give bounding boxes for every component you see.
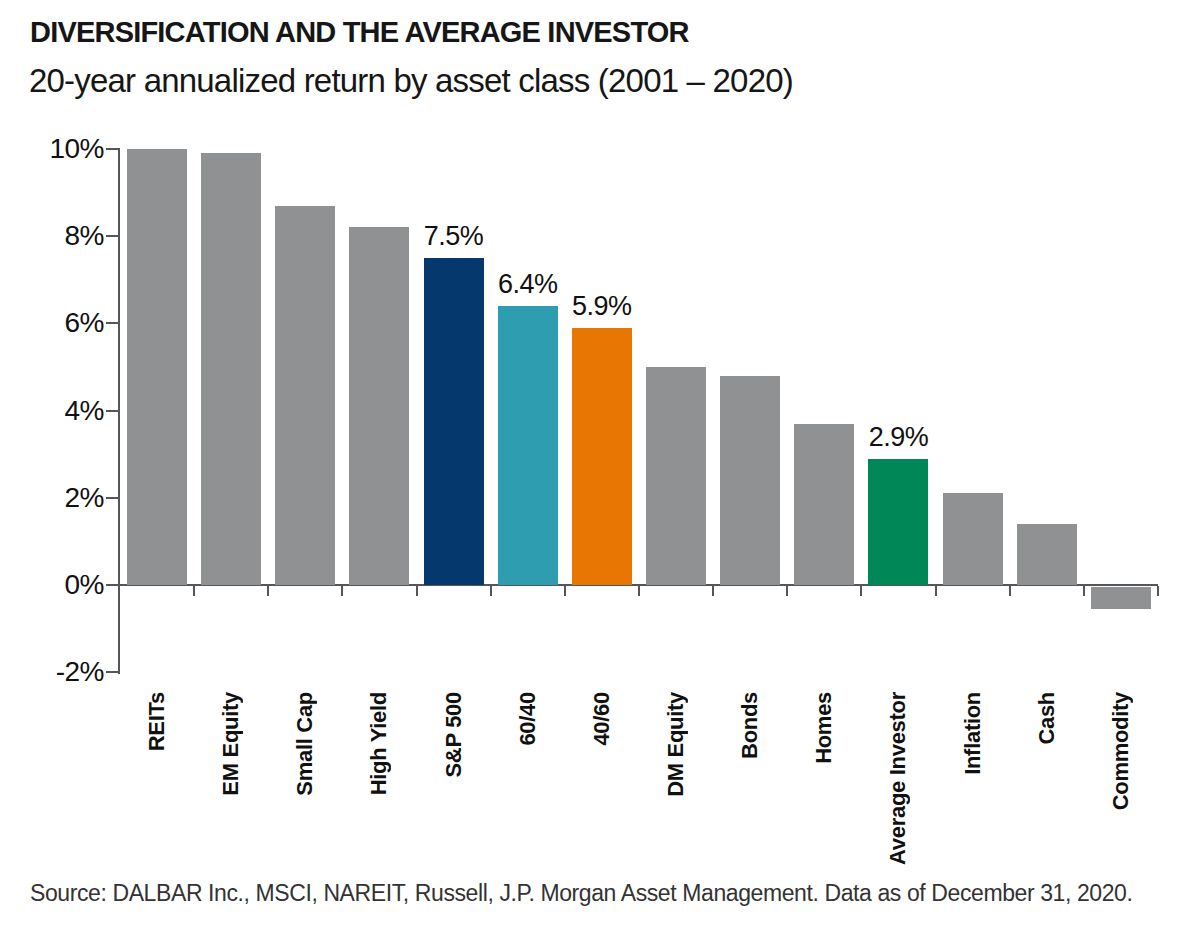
x-tick-10 [860,586,862,596]
bar-cash [1017,524,1077,585]
bar-60-40 [498,306,558,585]
x-label-cell-60-40: 60/40 [491,692,565,882]
x-label-cell-inflation: Inflation [936,692,1010,882]
bar-small-cap [275,206,335,585]
value-label-s-p-500: 7.5% [394,220,514,252]
x-label-cell-commodity: Commodity [1084,692,1158,882]
x-label-em-equity: EM Equity [218,692,244,796]
x-label-cell-high-yield: High Yield [342,692,416,882]
y-tick-10 [106,148,120,150]
x-label-homes: Homes [811,692,837,764]
bar-reits [127,149,187,585]
bar-average-investor [868,459,928,585]
x-label-dm-equity: DM Equity [663,692,689,797]
x-label-commodity: Commodity [1108,692,1134,810]
x-label-cell-40-60: 40/60 [565,692,639,882]
y-tick-0 [106,584,120,586]
x-tick-1 [193,586,195,596]
x-tick-14 [1157,586,1159,596]
x-label-reits: REITs [144,692,170,751]
page: DIVERSIFICATION AND THE AVERAGE INVESTOR… [0,0,1200,933]
x-tick-12 [1009,586,1011,596]
x-label-40-60: 40/60 [589,692,615,746]
y-tick-label-4: 4% [14,394,104,428]
y-tick-2 [106,497,120,499]
y-tick-6 [106,322,120,324]
x-label-high-yield: High Yield [366,692,392,795]
y-tick-label-8: 8% [14,219,104,253]
y-tick-label-2: -2% [14,655,104,689]
y-tick-label-10: 10% [14,132,104,166]
x-label-cell-em-equity: EM Equity [194,692,268,882]
source-line: Source: DALBAR Inc., MSCI, NAREIT, Russe… [30,880,1133,907]
x-label-cell-dm-equity: DM Equity [639,692,713,882]
x-label-cell-s-p-500: S&P 500 [417,692,491,882]
x-label-s-p-500: S&P 500 [441,692,467,778]
x-label-bonds: Bonds [737,692,763,759]
x-tick-7 [638,586,640,596]
x-label-60-40: 60/40 [515,692,541,746]
x-tick-11 [935,586,937,596]
bar-inflation [943,493,1003,585]
x-label-small-cap: Small Cap [292,692,318,796]
bar-em-equity [201,153,261,585]
x-tick-3 [341,586,343,596]
y-tick-8 [106,235,120,237]
value-label-40-60: 5.9% [542,290,662,322]
x-tick-9 [786,586,788,596]
value-label-average-investor: 2.9% [838,421,958,453]
x-label-cell-average-investor: Average Investor [861,692,935,882]
x-label-inflation: Inflation [960,692,986,775]
x-label-cell-small-cap: Small Cap [268,692,342,882]
x-label-average-investor: Average Investor [885,692,911,865]
bar-s-p-500 [424,258,484,585]
x-label-cell-homes: Homes [787,692,861,882]
bar-bonds [720,376,780,585]
y-tick-label-6: 6% [14,306,104,340]
y-tick-2 [106,671,120,673]
x-tick-4 [416,586,418,596]
bar-commodity [1091,587,1151,609]
x-label-cell-cash: Cash [1010,692,1084,882]
x-tick-8 [712,586,714,596]
plot-area: 10% 8% 6% 4% 2% 0% -2% REITs EM Equity Small Cap H… [0,0,1200,933]
x-tick-5 [490,586,492,596]
x-tick-2 [267,586,269,596]
y-tick-label-2: 2% [14,481,104,515]
bar-40-60 [572,328,632,585]
y-tick-label-0: 0% [14,568,104,602]
x-tick-13 [1083,586,1085,596]
bar-high-yield [349,227,409,585]
bar-dm-equity [646,367,706,585]
y-tick-4 [106,410,120,412]
x-label-cell-bonds: Bonds [713,692,787,882]
x-label-cell-reits: REITs [120,692,194,882]
x-label-cash: Cash [1034,692,1060,745]
x-tick-6 [564,586,566,596]
